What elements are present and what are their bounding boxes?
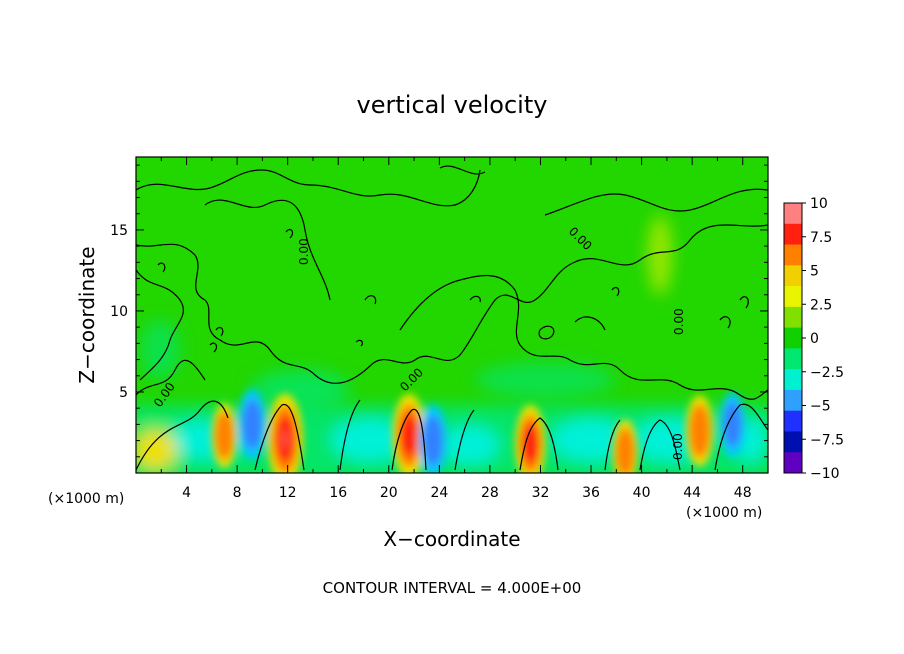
chart-title: vertical velocity xyxy=(357,91,548,119)
colorbar-swatch xyxy=(784,348,802,370)
contour-label: 0.00 xyxy=(672,308,686,335)
cell-level xyxy=(423,415,443,466)
updraft-cell xyxy=(685,395,714,467)
x-tick-label: 28 xyxy=(481,485,499,501)
cell-level xyxy=(689,404,711,458)
updraft-cell xyxy=(612,419,638,473)
colorbar-tick-label: 2.5 xyxy=(810,297,832,313)
x-tick-label: 8 xyxy=(233,485,242,501)
colorbar-swatch xyxy=(784,265,802,287)
y-axis-label: Z−coordinate xyxy=(75,246,99,383)
x-tick-label: 24 xyxy=(430,485,448,501)
updraft-cell xyxy=(515,404,546,473)
colorbar-swatch xyxy=(784,431,802,453)
y-axis: 5 10 15 xyxy=(110,164,768,458)
colorbar-tick-label: −7.5 xyxy=(810,432,844,448)
downdraft-cell xyxy=(419,404,447,473)
colorbar-tick-label: 7.5 xyxy=(810,230,832,246)
x-tick-label: 12 xyxy=(279,485,297,501)
colorbar-tick-label: 5 xyxy=(810,264,819,280)
cell-level xyxy=(281,428,290,449)
colorbar: 10 7.5 5 2.5 0 −2.5 −5 −7.5 −10 xyxy=(783,196,844,482)
colorbar-swatch xyxy=(784,389,802,412)
x-tick-label: 32 xyxy=(532,485,550,501)
cell-level xyxy=(522,424,538,464)
x-tick-label: 4 xyxy=(182,485,191,501)
y-tick-label: 10 xyxy=(110,304,128,320)
cell-level xyxy=(723,401,742,448)
downdraft-cell xyxy=(719,391,746,457)
updraft-cell xyxy=(392,393,426,473)
x-axis-label: X−coordinate xyxy=(383,527,520,551)
colorbar-swatch xyxy=(784,410,802,432)
x-tick-label: 16 xyxy=(329,485,347,501)
colorbar-tick-label: −10 xyxy=(810,466,840,482)
x-axis-unit-left: (×1000 m) xyxy=(48,491,124,507)
cell-level xyxy=(615,427,635,473)
downdraft-cell xyxy=(238,388,267,461)
colorbar-tick-label: −2.5 xyxy=(810,365,844,381)
colorbar-swatch xyxy=(784,203,802,225)
cell-level xyxy=(242,399,263,450)
x-tick-label: 44 xyxy=(683,485,701,501)
x-tick-label: 20 xyxy=(380,485,398,501)
colorbar-swatch xyxy=(784,223,802,246)
contour-lines xyxy=(136,165,768,471)
colorbar-swatch xyxy=(784,244,802,266)
cell-level xyxy=(400,414,418,457)
plot-frame xyxy=(135,156,769,474)
colorbar-swatch xyxy=(784,327,802,349)
convective-cells xyxy=(211,388,746,473)
updraft-cell xyxy=(267,393,303,473)
colorbar-tick-label: 10 xyxy=(810,196,828,212)
y-tick-label: 15 xyxy=(110,223,128,239)
mid-level-band xyxy=(140,215,672,410)
contour-interval-note: CONTOUR INTERVAL = 4.000E+00 xyxy=(323,579,582,597)
colorbar-tick-label: 0 xyxy=(810,331,819,347)
colorbar-swatch xyxy=(784,452,802,474)
updraft-cell xyxy=(211,403,238,469)
colorbar-swatch xyxy=(784,369,802,391)
contour-label: 0.00 xyxy=(297,238,311,265)
x-axis-unit-right: (×1000 m) xyxy=(686,505,762,521)
x-axis: 4 8 12 16 20 24 28 32 36 40 44 48 xyxy=(160,157,752,501)
colorbar-swatch xyxy=(784,286,802,308)
x-tick-label: 40 xyxy=(633,485,651,501)
cell-level xyxy=(215,411,234,461)
contour-label: 0.00 xyxy=(671,433,685,460)
colorbar-tick-label: −5 xyxy=(810,399,831,415)
x-tick-label: 48 xyxy=(734,485,752,501)
heatmap-field xyxy=(136,157,768,473)
colorbar-swatch xyxy=(784,306,802,329)
x-tick-label: 36 xyxy=(582,485,600,501)
y-tick-label: 5 xyxy=(119,385,128,401)
